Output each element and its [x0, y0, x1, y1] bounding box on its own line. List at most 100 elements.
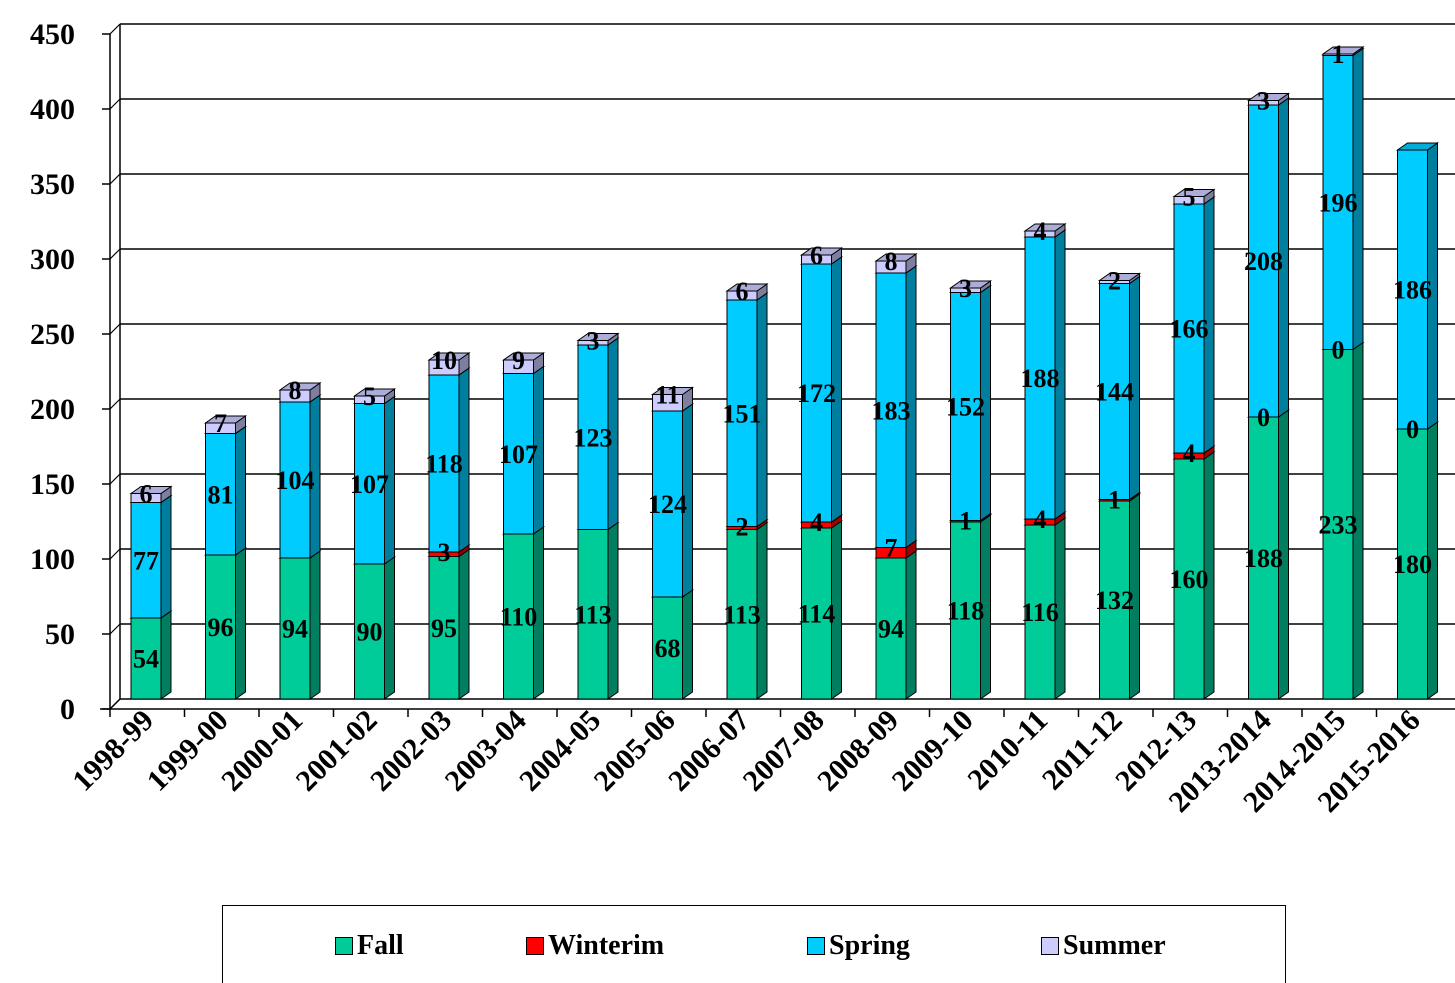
data-label-winterim: 7 [885, 534, 898, 563]
bar-spring [577, 344, 609, 530]
bar-top-summer [874, 253, 918, 262]
bar-fall [205, 554, 236, 700]
data-label-fall: 233 [1319, 510, 1358, 539]
data-label-summer: 9 [512, 346, 525, 375]
data-label-winterim: 4 [810, 508, 823, 537]
bar-fall [875, 557, 907, 700]
y-tick-label: 450 [30, 18, 75, 51]
y-tick-label: 400 [30, 93, 75, 126]
x-tick-label: 2005-06 [588, 704, 682, 798]
bar-top-spring [1395, 142, 1440, 151]
y-tick-label: 150 [30, 468, 75, 501]
data-label-summer: 3 [587, 327, 600, 356]
gridline-depth [109, 323, 121, 335]
data-label-spring: 123 [574, 423, 613, 452]
legend-swatch-summer [1041, 937, 1059, 955]
data-label-spring: 77 [133, 546, 159, 575]
data-label-summer: 1 [1332, 40, 1345, 69]
bar-top-summer [352, 388, 397, 397]
gridline-depth [109, 473, 121, 485]
data-label-winterim: 0 [1406, 415, 1419, 444]
x-tick-label: 1999-00 [141, 704, 235, 798]
data-label-winterim: 2 [736, 513, 749, 542]
bar-top-summer [501, 352, 546, 361]
bar-top-summer [278, 382, 322, 391]
bar-side-fall [235, 547, 246, 700]
x-tick-label: 2008-09 [811, 704, 905, 798]
data-label-winterim: 4 [1034, 505, 1047, 534]
back-wall-edge [109, 24, 121, 710]
data-label-spring: 104 [276, 466, 315, 495]
x-tick-label: 2004-05 [513, 704, 607, 798]
data-label-spring: 144 [1095, 378, 1134, 407]
bar-spring [875, 272, 907, 548]
data-label-summer: 3 [959, 274, 972, 303]
bars [129, 46, 1440, 700]
bar-top-summer [948, 280, 993, 289]
bar-top-summer [129, 486, 173, 494]
legend-label-fall: Fall [357, 930, 404, 961]
gridline-depth [109, 173, 121, 185]
data-label-spring: 152 [946, 393, 985, 422]
data-label-winterim: 0 [1332, 336, 1345, 365]
data-label-spring: 81 [208, 480, 234, 509]
x-tick-label: 2001-02 [290, 704, 384, 798]
bar-side-fall [682, 589, 693, 700]
y-tick-label: 300 [30, 243, 75, 276]
bar-side-fall [309, 550, 321, 700]
data-label-fall: 188 [1244, 544, 1283, 573]
bar-spring [1024, 236, 1056, 520]
data-label-winterim: 1 [959, 507, 972, 536]
bar-fall [1322, 349, 1354, 700]
legend-item-summer: Summer [1041, 930, 1166, 962]
y-tick-label: 100 [30, 543, 75, 576]
bar-spring [726, 299, 758, 527]
bar-spring [130, 502, 162, 619]
x-tick-label: 2009-10 [886, 704, 980, 798]
data-label-summer: 6 [736, 277, 749, 306]
data-label-winterim: 4 [1183, 439, 1196, 468]
bar-side-fall [905, 550, 917, 700]
data-label-spring: 208 [1244, 247, 1283, 276]
bar-spring [354, 403, 385, 565]
bar-top-summer [650, 387, 695, 395]
x-tick-label: 2011-12 [1036, 704, 1129, 797]
data-label-fall: 113 [723, 600, 761, 629]
data-label-winterim: 3 [438, 538, 451, 567]
data-label-summer: 6 [140, 480, 153, 509]
bar-side-fall [458, 548, 470, 700]
gridline-depth [109, 398, 121, 410]
bar-top-summer [1172, 189, 1216, 197]
bar-top-summer [1246, 93, 1291, 101]
data-label-fall: 54 [133, 645, 159, 674]
bar-top-summer [725, 283, 769, 292]
legend-label-summer: Summer [1063, 930, 1166, 961]
legend-item-spring: Spring [807, 930, 910, 962]
data-label-summer: 3 [1257, 87, 1270, 116]
data-label-summer: 6 [810, 241, 823, 270]
bar-top-summer [203, 415, 248, 424]
data-label-spring: 172 [797, 379, 836, 408]
data-label-fall: 110 [500, 603, 538, 632]
bar-spring [428, 374, 460, 553]
x-tick-label: 2007-08 [737, 704, 831, 798]
data-label-summer: 2 [1108, 267, 1121, 296]
data-label-fall: 114 [798, 600, 836, 629]
y-tick-label: 50 [45, 618, 75, 651]
legend-item-fall: Fall [335, 930, 404, 962]
data-label-fall: 94 [878, 615, 904, 644]
bar-side-spring [160, 494, 172, 619]
bar-fall [1248, 416, 1279, 700]
bar-fall [950, 521, 981, 700]
data-label-spring: 183 [872, 396, 911, 425]
bar-fall [1397, 428, 1428, 700]
bar-fall [428, 556, 460, 700]
bar-spring [652, 410, 683, 598]
data-label-spring: 107 [350, 470, 389, 499]
x-tick-label: 1998-99 [66, 704, 160, 798]
gridline-depth [109, 698, 121, 710]
legend-label-spring: Spring [829, 930, 910, 961]
gridline-depth [109, 623, 121, 635]
data-label-fall: 95 [431, 614, 457, 643]
